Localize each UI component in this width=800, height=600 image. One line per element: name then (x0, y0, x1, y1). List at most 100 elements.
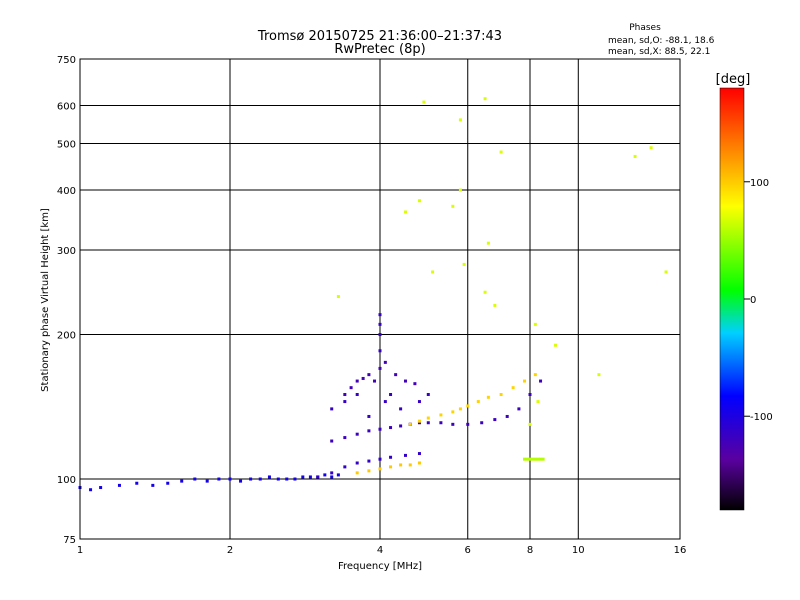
ticks: 1 2 4 6 8 10 16 75 100 200 300 400 500 600 750 (57, 55, 686, 556)
data-point (426, 421, 430, 425)
data-point (355, 379, 359, 383)
data-point (378, 322, 382, 326)
data-point (536, 457, 540, 461)
colorbar-ticks: 100 0 -100 (744, 178, 773, 423)
plot-frame (79, 58, 681, 540)
data-point (528, 457, 532, 461)
data-point (349, 386, 353, 390)
phase-box-line-o: mean, sd,O: -88.1, 18.6 (608, 36, 715, 46)
data-point (483, 97, 487, 101)
data-point (394, 373, 398, 377)
data-point (483, 290, 487, 294)
data-point (193, 477, 197, 481)
data-point (511, 386, 515, 390)
data-point (413, 382, 417, 386)
data-point (399, 424, 403, 428)
data-point (330, 471, 334, 475)
colorbar-tick-label: 0 (750, 295, 756, 306)
data-point (389, 426, 393, 430)
data-point (117, 483, 121, 487)
data-point (553, 343, 557, 347)
y-tick-label: 500 (57, 140, 76, 151)
data-point (439, 421, 443, 425)
data-point (431, 270, 435, 274)
data-point (541, 457, 545, 461)
data-point (378, 349, 382, 353)
data-point (301, 475, 305, 479)
data-point (451, 410, 455, 414)
x-tick-label: 6 (465, 545, 471, 556)
data-point (523, 457, 527, 461)
data-point (528, 422, 532, 426)
data-point (417, 461, 421, 465)
y-tick-label: 300 (57, 246, 76, 257)
data-point (462, 262, 466, 266)
data-point (383, 400, 387, 404)
data-point (378, 427, 382, 431)
data-point (258, 477, 262, 481)
data-point (316, 475, 320, 479)
data-point (597, 373, 601, 377)
data-point (330, 407, 334, 411)
phase-box-heading: Phases (629, 23, 661, 33)
x-axis-label: Frequency [MHz] (338, 561, 422, 572)
data-point (403, 379, 407, 383)
phase-box-line-x: mean, sd,X: 88.5, 22.1 (608, 47, 710, 57)
colorbar-tick-label: -100 (750, 412, 773, 423)
data-point (389, 465, 393, 469)
data-point (205, 479, 209, 483)
data-point (399, 463, 403, 467)
data-point (493, 303, 497, 307)
data-point (89, 488, 93, 492)
data-point (466, 422, 470, 426)
data-point (408, 463, 412, 467)
x-tick-label: 8 (527, 545, 533, 556)
data-point (267, 475, 271, 479)
y-tick-label: 200 (57, 331, 76, 342)
x-tick-label: 10 (572, 545, 585, 556)
data-point (343, 465, 347, 469)
data-point (330, 475, 334, 479)
data-points (78, 97, 668, 492)
data-point (403, 453, 407, 457)
data-point (336, 295, 340, 299)
data-point (217, 477, 221, 481)
data-point (367, 459, 371, 463)
data-point (539, 457, 543, 461)
data-point (422, 100, 426, 104)
colorbar (719, 87, 745, 511)
y-tick-label: 750 (57, 55, 76, 66)
data-point (249, 477, 253, 481)
data-point (323, 473, 327, 477)
data-point (451, 204, 455, 208)
data-point (336, 473, 340, 477)
data-point (533, 457, 537, 461)
colorbar-tick-label: 100 (750, 178, 769, 189)
data-point (293, 477, 297, 481)
x-tick-label: 16 (674, 545, 687, 556)
data-point (389, 455, 393, 459)
data-point (439, 413, 443, 417)
data-point (378, 457, 382, 461)
data-point (536, 400, 540, 404)
data-point (355, 461, 359, 465)
data-point (343, 436, 347, 440)
data-point (426, 393, 430, 397)
data-point (493, 418, 497, 422)
data-point (417, 199, 421, 203)
data-point (523, 379, 527, 383)
data-point (367, 429, 371, 433)
y-tick-label: 100 (57, 475, 76, 486)
data-point (343, 400, 347, 404)
data-point (367, 414, 371, 418)
data-point (531, 457, 535, 461)
data-point (389, 393, 393, 397)
data-point (499, 150, 503, 154)
data-point (417, 419, 421, 423)
data-point (408, 422, 412, 426)
data-point (399, 407, 403, 411)
data-point (361, 376, 365, 380)
data-point (135, 481, 139, 485)
data-point (480, 421, 484, 425)
data-point (378, 366, 382, 370)
